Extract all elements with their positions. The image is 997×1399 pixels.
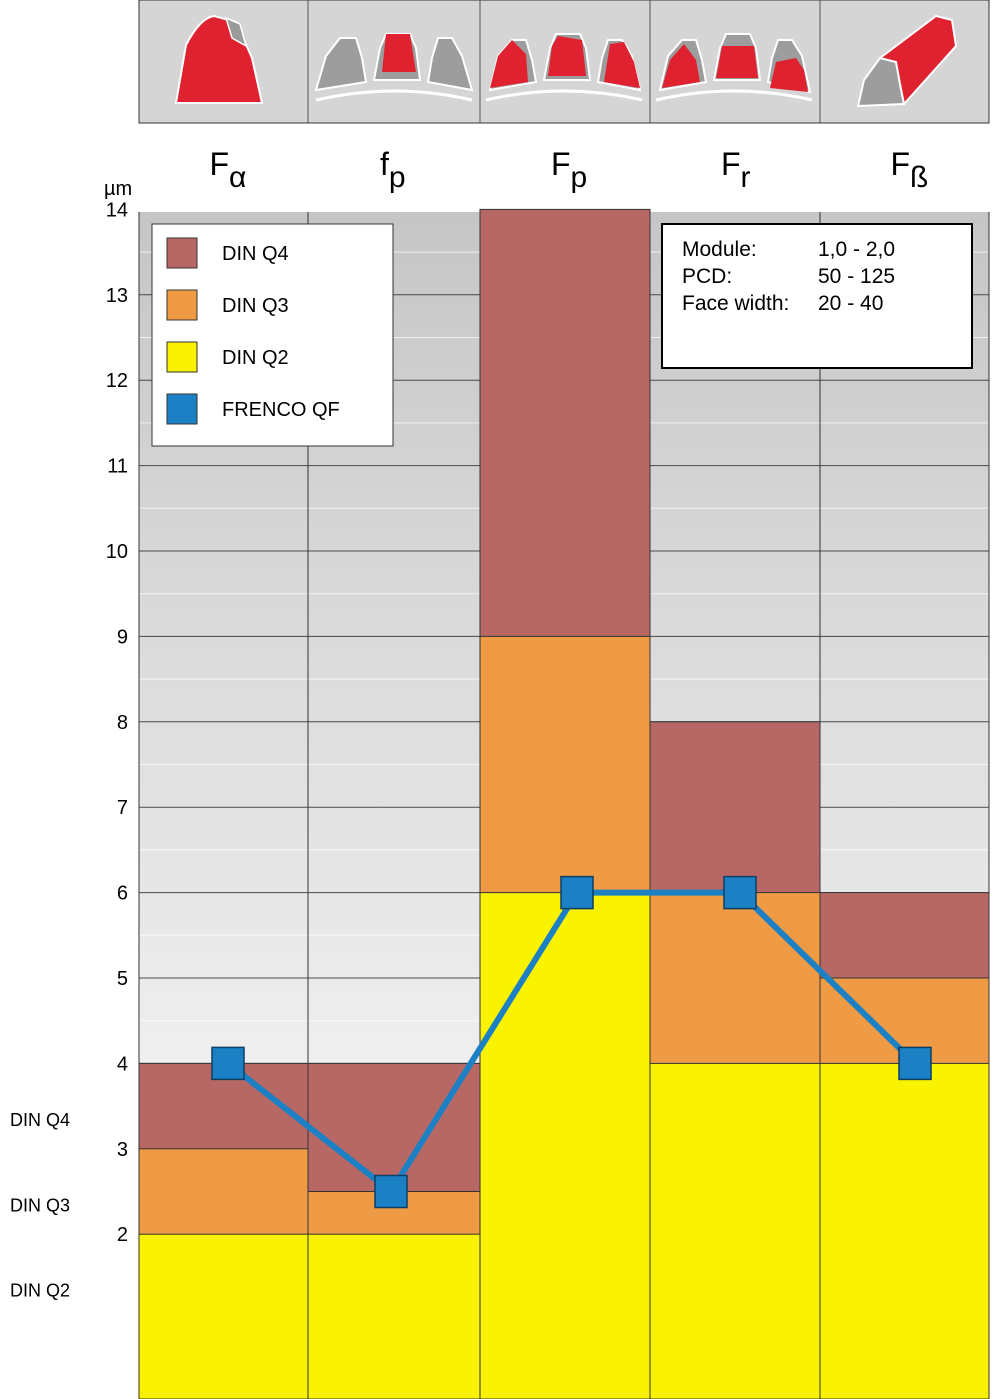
frenco-qf-marker (898, 1046, 932, 1081)
category-label: Fp (551, 146, 587, 194)
helix-deviation-tooth-icon (856, 14, 958, 108)
legend: DIN Q4 DIN Q3 DIN Q2 FRENCO QF (151, 223, 394, 447)
legend-label: DIN Q3 (222, 295, 289, 317)
info-box: Module: 1,0 - 2,0 PCD: 50 - 125 Face width: 2… (661, 223, 973, 369)
legend-label: FRENCO QF (222, 399, 340, 421)
runout-deviation-icon (655, 33, 813, 102)
info-key: PCD: (682, 265, 732, 288)
bar-din-q2-1 (307, 1233, 481, 1399)
y-tick-label: 4 (117, 1053, 128, 1075)
y-tick-label: 8 (117, 712, 128, 734)
gear-icon-strip (138, 0, 990, 124)
category-label: Fr (721, 146, 751, 194)
frenco-qf-marker (560, 875, 594, 910)
category-label: Fα (210, 146, 247, 194)
side-label: DIN Q2 (10, 1281, 70, 1301)
category-label: fp (380, 146, 406, 194)
info-value: 1,0 - 2,0 (818, 238, 895, 261)
y-tick-label: 10 (106, 541, 128, 563)
bar-din-q2-2 (479, 892, 651, 1399)
side-quality-labels: DIN Q4 DIN Q3 DIN Q2 (10, 1110, 70, 1301)
y-tick-label: 2 (117, 1224, 128, 1246)
unit-label: µm (104, 178, 132, 200)
cumulative-pitch-deviation-icon (485, 33, 643, 102)
y-tick-label: 11 (107, 456, 128, 478)
y-tick-label: 14 (106, 199, 128, 221)
y-axis-ticks: 2 3 4 5 6 7 8 9 10 11 12 13 14 (106, 199, 128, 1246)
frenco-qf-marker (211, 1046, 245, 1081)
y-tick-label: 5 (117, 968, 128, 990)
frenco-qf-marker (723, 875, 757, 910)
bars (138, 208, 990, 1399)
category-labels: Fα fp Fp Fr Fß (210, 146, 929, 194)
frenco-qf-line (211, 875, 932, 1209)
legend-swatch (166, 393, 198, 425)
column-dividers (138, 212, 990, 1399)
category-label: Fß (891, 146, 929, 194)
y-tick-label: 12 (106, 370, 128, 392)
legend-label: DIN Q2 (222, 347, 289, 369)
bar-din-q2-4 (819, 1062, 990, 1399)
legend-label: DIN Q4 (222, 243, 289, 265)
side-label: DIN Q4 (10, 1110, 70, 1130)
profile-deviation-tooth-icon (174, 14, 264, 104)
bar-din-q2-3 (649, 1062, 821, 1399)
single-pitch-deviation-icon (314, 33, 474, 102)
legend-swatch (166, 237, 198, 269)
info-key: Face width: (682, 292, 789, 315)
info-value: 20 - 40 (818, 292, 883, 315)
legend-swatch (166, 289, 198, 321)
y-tick-label: 6 (117, 883, 128, 905)
frenco-qf-marker (374, 1174, 408, 1209)
info-key: Module: (682, 238, 757, 261)
legend-swatch (166, 341, 198, 373)
side-label: DIN Q3 (10, 1195, 70, 1215)
y-tick-label: 13 (106, 285, 128, 307)
bar-din-q2-0 (138, 1233, 309, 1399)
y-tick-label: 7 (117, 797, 128, 819)
y-tick-label: 3 (117, 1139, 128, 1161)
info-value: 50 - 125 (818, 265, 895, 288)
y-tick-label: 9 (117, 626, 128, 648)
